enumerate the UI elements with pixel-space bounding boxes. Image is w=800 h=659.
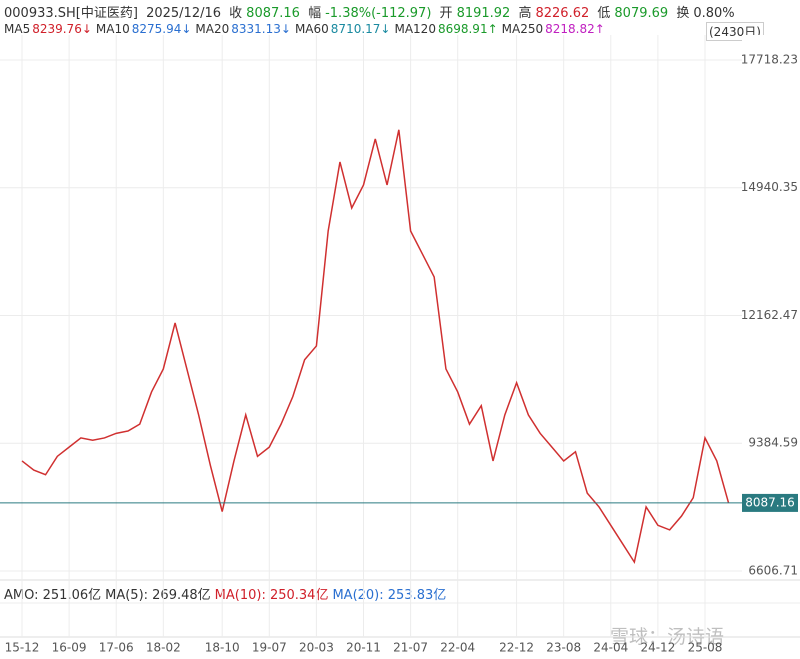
label: 收 — [229, 6, 243, 21]
volume-ma: MA(5): 269.48亿 — [105, 588, 211, 603]
ma-value: 8218.82↑ — [545, 22, 605, 36]
ma-name: MA5 — [4, 22, 31, 36]
x-tick-label: 16-09 — [52, 641, 87, 655]
x-tick-label: 18-02 — [146, 641, 181, 655]
y-tick-label: 6606.71 — [748, 563, 798, 577]
label: 开 — [439, 6, 453, 21]
x-tick-label: 17-06 — [99, 641, 134, 655]
x-tick-label: 22-12 — [499, 641, 534, 655]
y-tick-label: 9384.59 — [748, 436, 798, 450]
x-tick-label: 24-12 — [640, 641, 675, 655]
x-tick-label: 18-10 — [205, 641, 240, 655]
open: 8191.92 — [456, 6, 511, 21]
low: 8079.69 — [614, 6, 669, 21]
y-tick-label: 17718.23 — [741, 52, 798, 66]
x-tick-label: 20-03 — [299, 641, 334, 655]
y-tick-label: 12162.47 — [741, 308, 798, 322]
volume-ma: MA(20): 253.83亿 — [332, 588, 447, 603]
ma-name: MA250 — [501, 22, 544, 36]
ma-name: MA20 — [195, 22, 230, 36]
x-tick-label: 24-04 — [593, 641, 628, 655]
x-tick-label: 15-12 — [5, 641, 40, 655]
label: 低 — [597, 6, 611, 21]
high: 8226.62 — [535, 6, 590, 21]
x-tick-label: 22-04 — [440, 641, 475, 655]
y-tick-label: 14940.35 — [741, 180, 798, 194]
x-tick-label: 25-08 — [688, 641, 723, 655]
ma-value: 8698.91↑ — [437, 22, 498, 36]
change: -1.38%(-112.97) — [325, 6, 432, 21]
ma-name: MA10 — [95, 22, 130, 36]
label: 幅 — [308, 6, 322, 21]
last-price-label: 8087.16 — [745, 495, 795, 509]
price-axis-bg — [742, 35, 800, 580]
label: 换 — [676, 6, 690, 21]
code: 000933.SH[中证医药] — [4, 6, 138, 21]
x-tick-label: 20-11 — [346, 641, 381, 655]
ma-value: 8710.17↓ — [330, 22, 391, 36]
last-price-tag — [742, 493, 798, 512]
date: 2025/12/16 — [146, 6, 222, 21]
price-line — [21, 129, 730, 565]
volume-ma: MA(10): 250.34亿 — [214, 588, 329, 603]
volume-ma: AMO: 251.06亿 — [4, 588, 102, 603]
x-tick-label: 23-08 — [546, 641, 581, 655]
x-tick-label: 19-07 — [252, 641, 287, 655]
ma-name: MA60 — [294, 22, 329, 36]
volume-legend: AMO: 251.06亿 MA(5): 269.48亿 MA(10): 250.34… — [4, 584, 450, 603]
ma-legend: MA5 8239.76↓ MA10 8275.94↓ MA20 8331.13↓ MA60 8… — [4, 22, 609, 36]
turnover: 0.80% — [693, 6, 735, 21]
ma-name: MA120 — [394, 22, 436, 36]
ma-value: 8239.76↓ — [32, 22, 92, 36]
x-tick-label: 21-07 — [393, 641, 428, 655]
label: 高 — [518, 6, 532, 21]
quote-header: 000933.SH[中证医药] 2025/12/16 收 8087.16 幅 -1.… — [4, 2, 739, 21]
ma-value: 8331.13↓ — [231, 22, 291, 36]
close: 8087.16 — [246, 6, 300, 21]
ma-value: 8275.94↓ — [131, 22, 192, 36]
